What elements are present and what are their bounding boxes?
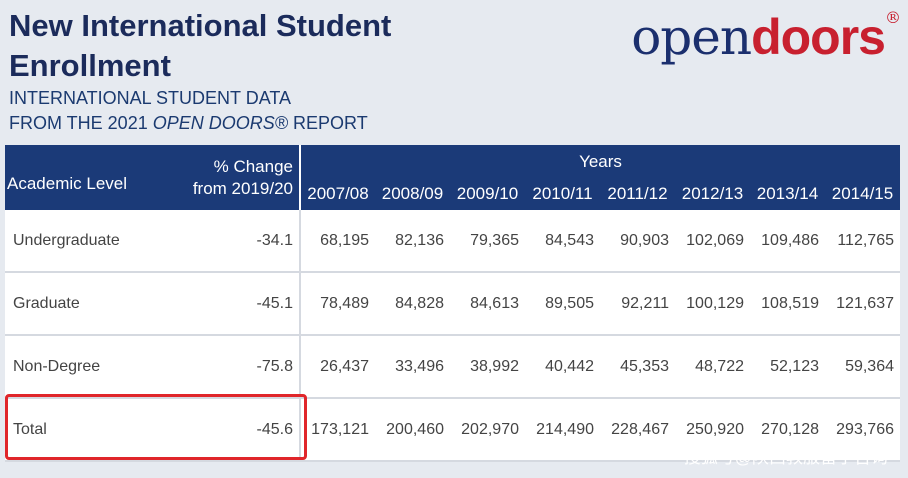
- subtitle-text: FROM THE 2021: [9, 113, 148, 133]
- table-cell: 108,519: [750, 272, 825, 336]
- table-cell: 89,505: [525, 272, 600, 336]
- table-cell: 270,128: [750, 398, 825, 462]
- table-cell: 214,490: [525, 398, 600, 462]
- table-cell: 68,195: [300, 210, 375, 273]
- table-cell: 112,765: [825, 210, 900, 273]
- year-header: 2014/15: [825, 178, 900, 210]
- table-cell: 109,486: [750, 210, 825, 273]
- table-row: Total -45.6 173,121 200,460 202,970 214,490 22…: [5, 398, 900, 462]
- year-header: 2008/09: [375, 178, 450, 210]
- header-cell: % Change from 2019/20: [180, 145, 301, 210]
- table-cell: Graduate: [5, 272, 180, 336]
- year-header: 2013/14: [750, 178, 825, 210]
- table-cell: 200,460: [375, 398, 450, 462]
- table-cell: 100,129: [675, 272, 750, 336]
- table-cell: 48,722: [675, 335, 750, 399]
- year-header: 2010/11: [525, 178, 600, 210]
- logo-mark: ®: [885, 8, 901, 27]
- header-cell: Years: [300, 145, 900, 178]
- table-row: Non-Degree -75.8 26,437 33,496 38,992 40,442 4…: [5, 335, 900, 399]
- subtitle-italic: OPEN DOORS®: [152, 113, 289, 133]
- table-cell: -34.1: [180, 210, 301, 273]
- table-cell: 52,123: [750, 335, 825, 399]
- table-cell: 79,365: [450, 210, 525, 273]
- table-cell: 90,903: [600, 210, 675, 273]
- watermark: 搜狐号@陕西教服留学咨询: [683, 448, 888, 467]
- table-row: Graduate -45.1 78,489 84,828 84,613 89,505 92,…: [5, 272, 900, 336]
- logo: opendoors®: [631, 8, 901, 66]
- table-cell: 293,766: [825, 398, 900, 462]
- table-cell: 121,637: [825, 272, 900, 336]
- year-header: 2012/13: [675, 178, 750, 210]
- table-cell: Non-Degree: [5, 335, 180, 399]
- table-cell: 45,353: [600, 335, 675, 399]
- table-cell: 84,613: [450, 272, 525, 336]
- subtitle: INTERNATIONAL STUDENT DATA: [9, 88, 292, 108]
- table-cell: -45.6: [180, 398, 301, 462]
- table-cell: 202,970: [450, 398, 525, 462]
- table-cell: 26,437: [300, 335, 375, 399]
- logo-text: open: [631, 8, 752, 66]
- table-cell: Total: [5, 398, 180, 462]
- logo-text: doors: [751, 9, 886, 65]
- table-cell: 250,920: [675, 398, 750, 462]
- table-cell: 40,442: [525, 335, 600, 399]
- subtitle-text: REPORT: [293, 113, 368, 133]
- table-cell: 82,136: [375, 210, 450, 273]
- year-header: 2011/12: [600, 178, 675, 210]
- table-cell: Undergraduate: [5, 210, 180, 273]
- table-cell: 33,496: [375, 335, 450, 399]
- subtitle: FROM THE 2021 OPEN DOORS® REPORT: [9, 113, 368, 134]
- header-cell: Academic Level: [5, 145, 180, 210]
- table-cell: 78,489: [300, 272, 375, 336]
- data-table: Academic Level % Change from 2019/20 Yea…: [5, 145, 900, 462]
- table-cell: -75.8: [180, 335, 301, 399]
- table-cell: 84,543: [525, 210, 600, 273]
- table-cell: 59,364: [825, 335, 900, 399]
- table-cell: -45.1: [180, 272, 301, 336]
- title: New International Student Enrollment: [9, 8, 392, 83]
- table-cell: 102,069: [675, 210, 750, 273]
- table-cell: 38,992: [450, 335, 525, 399]
- table-cell: 228,467: [600, 398, 675, 462]
- table-cell: 84,828: [375, 272, 450, 336]
- table-cell: 92,211: [600, 272, 675, 336]
- table-cell: 173,121: [300, 398, 375, 462]
- year-header: 2009/10: [450, 178, 525, 210]
- table-row: Undergraduate -34.1 68,195 82,136 79,365 84,5…: [5, 210, 900, 273]
- year-header: 2007/08: [300, 178, 375, 210]
- highlight-box: [5, 394, 307, 460]
